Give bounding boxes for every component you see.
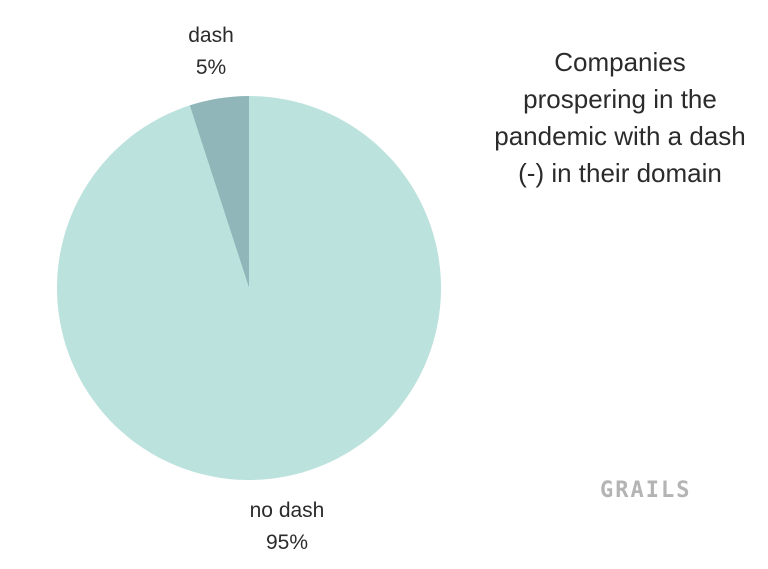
slice-value-dash: 5% [196, 56, 226, 79]
slice-value-no-dash: 95% [266, 531, 308, 554]
slice-label-no-dash: no dash [250, 499, 325, 522]
pie-slice-no-dash [57, 96, 442, 480]
slice-label-dash: dash [188, 24, 234, 47]
chart-title: Companies prospering in the pandemic wit… [494, 47, 746, 188]
pie-slice-dash [189, 96, 249, 288]
grails-logo: GRAILS [600, 478, 692, 503]
